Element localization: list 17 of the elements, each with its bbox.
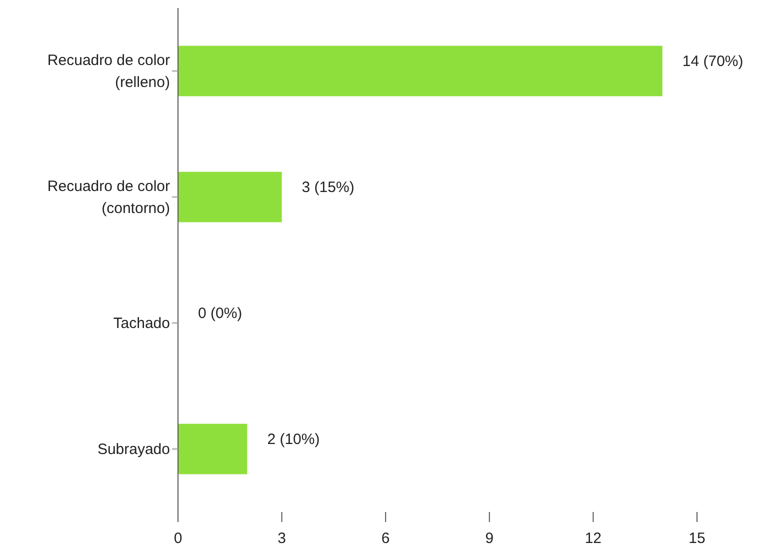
- data-label: 2 (10%): [267, 431, 320, 448]
- x-tick-label: 12: [584, 530, 602, 547]
- bar: [178, 46, 662, 96]
- x-tick-label: 9: [485, 530, 494, 547]
- x-tick-label: 0: [174, 530, 182, 547]
- x-tick-label: 15: [688, 530, 706, 547]
- y-tick-label: Tachado: [113, 315, 170, 332]
- bar: [178, 172, 282, 222]
- data-label: 14 (70%): [682, 53, 744, 70]
- bar: [178, 424, 248, 474]
- y-tick-label: Recuadro de color (contorno): [47, 178, 170, 217]
- x-tick-label: 6: [381, 530, 390, 547]
- data-label: 3 (15%): [302, 179, 354, 196]
- y-tick-label: Recuadro de color (relleno): [47, 52, 170, 91]
- x-tick-label: 3: [278, 530, 286, 547]
- data-label: 0 (0%): [198, 305, 242, 322]
- y-tick-label: Subrayado: [97, 441, 170, 458]
